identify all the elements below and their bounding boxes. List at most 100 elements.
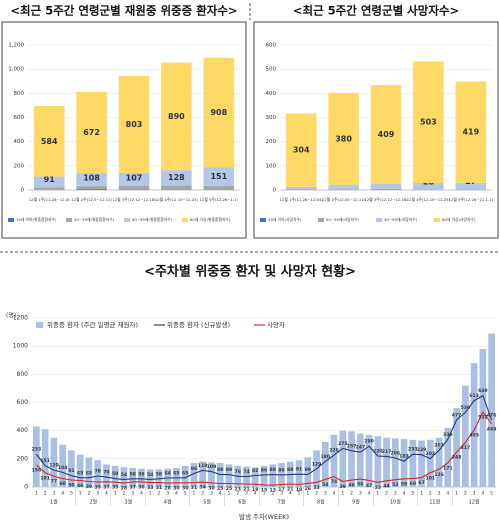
x-tick-label: 2 bbox=[315, 491, 318, 497]
x-tick-label: 3 bbox=[394, 491, 397, 497]
y-tick-label: 600 bbox=[14, 115, 25, 121]
x-tick-label: 2 bbox=[271, 491, 274, 497]
left-panel bbox=[1, 21, 247, 239]
x-tick-label: 1 bbox=[376, 491, 379, 497]
x-tick-label: 4 bbox=[289, 491, 292, 497]
bar bbox=[374, 436, 382, 487]
bar bbox=[146, 469, 154, 487]
data-label: 220 bbox=[373, 449, 383, 455]
bar bbox=[435, 437, 443, 487]
data-label: 88 bbox=[270, 467, 276, 473]
bar bbox=[251, 467, 259, 487]
y-tick-label: 1000 bbox=[13, 343, 28, 350]
data-label: 91 bbox=[44, 175, 56, 184]
data-label: 403 bbox=[469, 433, 479, 439]
data-label: 290 bbox=[364, 439, 374, 445]
legend-label: 위중증 환자 (신규발생) bbox=[167, 320, 230, 329]
x-tick-label: 12월 1주(11.28~12.4) bbox=[29, 197, 70, 202]
data-label: 30 bbox=[182, 485, 188, 491]
x-tick-label: 2 bbox=[236, 491, 239, 497]
bar bbox=[199, 461, 207, 487]
bar bbox=[155, 469, 163, 487]
x-tick-label: 1 bbox=[79, 491, 82, 497]
bar bbox=[488, 333, 495, 487]
bar bbox=[181, 465, 189, 487]
data-label: 70 bbox=[103, 470, 109, 476]
bar bbox=[59, 444, 66, 487]
bar bbox=[260, 465, 268, 487]
data-label: 206 bbox=[391, 450, 401, 456]
legend-label: 19세 이하(사망자수) bbox=[268, 217, 302, 222]
data-label: 65 bbox=[77, 470, 83, 476]
x-group-label: 10월 bbox=[390, 499, 401, 506]
y-tick-label: 200 bbox=[14, 163, 25, 169]
data-label: 30 bbox=[173, 485, 179, 491]
bar bbox=[453, 408, 460, 487]
x-tick-label: 2 bbox=[87, 491, 90, 497]
x-tick-label: 3 bbox=[166, 491, 169, 497]
bar bbox=[68, 450, 75, 487]
data-label: 58 bbox=[401, 481, 407, 487]
bar bbox=[383, 437, 390, 487]
legend-swatch bbox=[434, 218, 440, 222]
bar bbox=[391, 438, 399, 487]
data-label: 156 bbox=[32, 468, 42, 474]
bar-segment bbox=[370, 189, 402, 190]
y-tick-label: 500 bbox=[266, 67, 277, 73]
bar bbox=[479, 348, 487, 487]
x-group-label: 12월 bbox=[469, 499, 480, 506]
x-tick-label: 5 bbox=[184, 491, 187, 497]
x-tick-label: 3 bbox=[52, 491, 55, 497]
data-label: 76 bbox=[235, 469, 241, 475]
y-tick-label: 200 bbox=[17, 455, 29, 462]
bar-segment bbox=[413, 61, 444, 183]
y-tick-label: 100 bbox=[266, 163, 277, 169]
data-label: 28 bbox=[164, 486, 170, 492]
data-label: 21 bbox=[287, 487, 293, 493]
x-tick-label: 4 bbox=[254, 491, 257, 497]
y-tick-label: 400 bbox=[266, 91, 277, 97]
x-tick-label: 2 bbox=[350, 491, 353, 497]
bar bbox=[427, 439, 434, 487]
bar bbox=[50, 437, 58, 487]
bar-segment bbox=[370, 183, 402, 190]
x-tick-label: 1 bbox=[114, 491, 117, 497]
data-label: 180 bbox=[320, 454, 330, 460]
bar bbox=[418, 440, 425, 487]
y-tick-label: 800 bbox=[14, 91, 25, 97]
data-label: 275 bbox=[338, 441, 348, 447]
data-label: 532 bbox=[478, 415, 488, 421]
data-label: 58 bbox=[156, 471, 162, 477]
legend-label: 40~59세(위중증환자수) bbox=[132, 217, 173, 222]
x-tick-label: 4 bbox=[219, 491, 222, 497]
bar bbox=[208, 462, 215, 487]
x-tick-label: 5 bbox=[298, 491, 301, 497]
x-group-label: 11월 bbox=[429, 499, 440, 506]
data-label: 18 bbox=[296, 487, 302, 493]
bar-segment bbox=[76, 189, 107, 190]
bar-segment bbox=[118, 75, 150, 173]
chart-title: <최근 5주간 연령군별 재원중 위중증 환자수> bbox=[10, 4, 237, 18]
data-label: 584 bbox=[41, 137, 58, 146]
data-label: 339 bbox=[443, 432, 453, 438]
data-label: 65 bbox=[86, 470, 92, 476]
x-tick-label: 12월 5주(12.26~21.1.1) bbox=[449, 197, 494, 202]
bar-segment bbox=[161, 62, 192, 171]
bar bbox=[356, 433, 364, 487]
x-tick-label: 12월 2주(12.05~12.11) bbox=[322, 197, 366, 202]
bar bbox=[339, 430, 347, 487]
x-tick-label: 1 bbox=[35, 491, 38, 497]
data-label: 108 bbox=[83, 174, 100, 183]
x-tick-label: 2 bbox=[201, 491, 204, 497]
data-label: 65 bbox=[173, 470, 179, 476]
legend-swatch bbox=[260, 218, 266, 222]
data-label: 89 bbox=[226, 467, 232, 473]
x-tick-label: 4 bbox=[61, 491, 64, 497]
data-label: 109 bbox=[207, 464, 217, 470]
y-tick-label: 400 bbox=[17, 427, 29, 434]
data-label: 229 bbox=[417, 447, 427, 453]
x-tick-label: 12월 3주(12.12~12.18) bbox=[112, 197, 156, 202]
data-label: 449 bbox=[487, 426, 497, 432]
data-label: 120 bbox=[49, 463, 59, 469]
x-tick-label: 12월 2주(12.5~12.11) bbox=[71, 197, 112, 202]
